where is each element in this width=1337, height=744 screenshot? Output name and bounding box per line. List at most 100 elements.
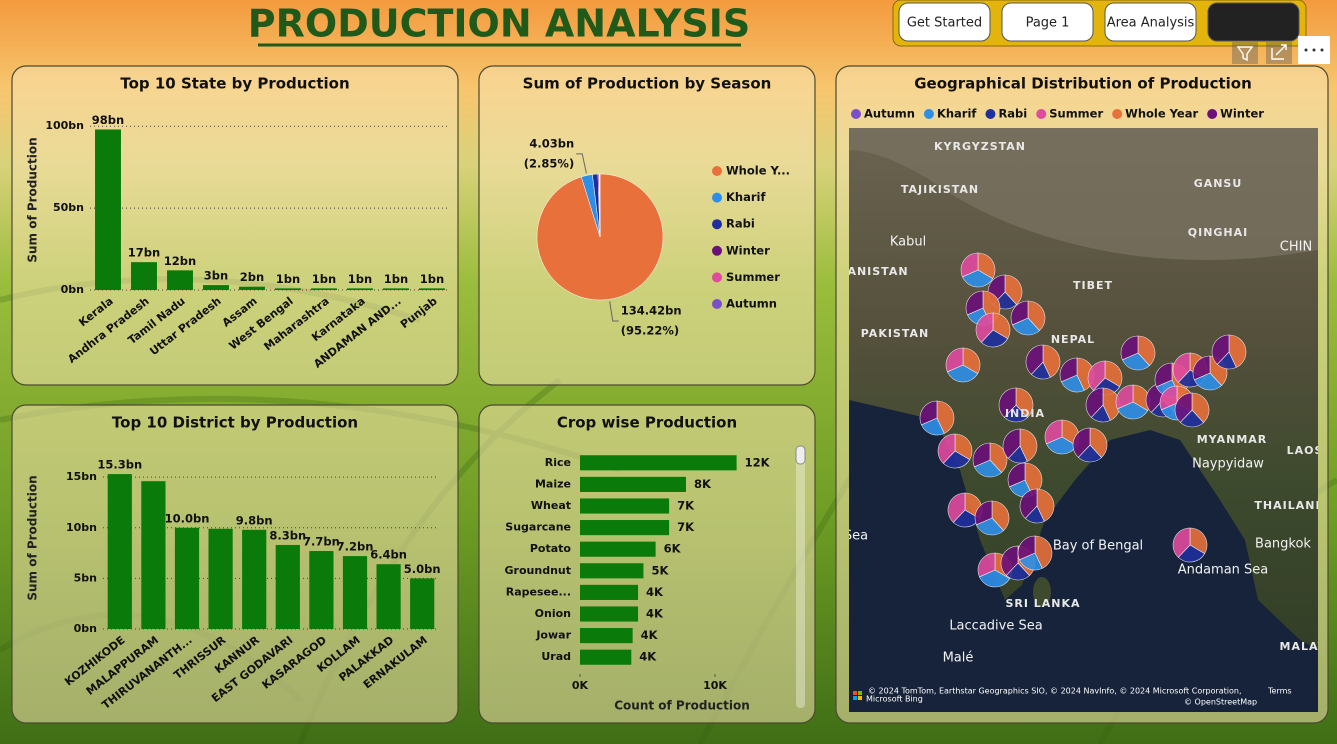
data-label: 4K: [646, 585, 664, 599]
map-pie-slice: [1211, 334, 1230, 365]
legend-label: Kharif: [937, 107, 977, 121]
legend-marker: [712, 299, 722, 309]
legend-marker: [923, 109, 934, 119]
data-label: 1bn: [312, 272, 336, 286]
nav-buttons: Get Started Page 1 Area Analysis Production…: [898, 2, 1300, 42]
y-tick-label: 15bn: [66, 470, 97, 483]
y-tick-label: Rapesee...: [506, 585, 571, 598]
map-label: Naypyidaw: [1192, 457, 1264, 472]
legend-label: Autumn: [864, 107, 915, 121]
map-pie-slice: [979, 569, 1011, 588]
map-pie-slice: [1177, 544, 1206, 563]
map-pie-slice: [1002, 428, 1021, 459]
legend-label: Winter: [1220, 107, 1264, 121]
bing-logo: [853, 691, 857, 695]
bar: [580, 498, 670, 514]
map-pie-slice: [1010, 300, 1029, 326]
legend-marker: [851, 109, 861, 119]
map-pie-slice: [975, 312, 994, 343]
legend-label: Summer: [726, 270, 780, 284]
bar: [419, 288, 445, 290]
bar: [580, 520, 670, 536]
map-pie-slice: [1154, 362, 1173, 388]
data-label: 15.3bn: [97, 458, 142, 472]
bar: [275, 288, 301, 290]
visual-icons: [1232, 36, 1330, 64]
nav-button[interactable]: [1207, 2, 1300, 42]
legend-marker: [712, 272, 722, 283]
legend-marker: [985, 109, 996, 119]
nav-button[interactable]: [898, 2, 991, 42]
bar: [342, 556, 368, 629]
map-attribution: © 2024 TomTom, Earthstar Geographics SIO…: [868, 687, 1242, 696]
bar: [580, 628, 633, 644]
data-label: (2.85%): [524, 156, 574, 170]
map-pie-slice: [980, 329, 1009, 348]
map-pie-slice: [998, 387, 1017, 418]
map-pie-slice: [1192, 355, 1211, 381]
map-label: Malé: [943, 651, 974, 666]
map-label: Sea: [844, 529, 868, 544]
map-pie-slice: [972, 442, 991, 468]
nav-button-label[interactable]: Page 1: [1026, 16, 1070, 31]
map-pie-slice: [976, 517, 1004, 536]
y-tick-label: Onion: [535, 607, 571, 620]
data-label: 8.3bn: [269, 528, 306, 542]
map-label: MYANMAR: [1197, 433, 1268, 446]
legend-marker: [1207, 109, 1218, 119]
map-pie-slice: [1122, 352, 1150, 371]
map-pie-slice: [1228, 334, 1247, 368]
bar: [383, 288, 409, 290]
data-label: 17bn: [128, 246, 160, 260]
y-axis-label: Sum of Production: [26, 475, 40, 600]
map-osm[interactable]: © OpenStreetMap: [1184, 698, 1257, 707]
map-pie-slice: [962, 269, 994, 288]
scroll-thumb[interactable]: [795, 445, 806, 465]
map-pie-slice: [1072, 427, 1091, 458]
map-pie-slice: [1159, 385, 1178, 411]
bar: [580, 476, 686, 492]
map-pie-slice: [945, 347, 964, 373]
map-pie-slice: [960, 252, 979, 278]
data-label: 5K: [651, 563, 669, 577]
nav-button-label[interactable]: Production...: [1213, 16, 1295, 31]
map-pie-slice: [1172, 527, 1191, 558]
map-pie-slice: [1012, 317, 1040, 336]
page-title: PRODUCTION ANALYSIS: [248, 2, 750, 46]
y-tick-label: 50bn: [53, 201, 84, 214]
bar: [580, 606, 639, 622]
data-label: (95.22%): [621, 324, 679, 338]
map-label: Kabul: [890, 235, 926, 250]
data-label: 12K: [745, 455, 771, 469]
map-highland: [849, 128, 1318, 260]
map-label: SRI LANKA: [1005, 597, 1080, 610]
nav-button[interactable]: [1001, 2, 1094, 42]
map-pie-slice: [1087, 360, 1106, 391]
data-label: 7K: [677, 520, 695, 534]
bar: [141, 481, 166, 629]
map-pie-slice: [1019, 488, 1038, 519]
data-label: 98bn: [92, 113, 124, 127]
y-tick-label: Groundnut: [505, 564, 571, 577]
nav-button[interactable]: [1104, 2, 1197, 42]
data-label: 4.03bn: [529, 136, 574, 150]
scrollbar[interactable]: [796, 446, 805, 708]
map-label: GANSU: [1194, 177, 1243, 190]
panel: [11, 65, 459, 386]
map-pie-slice: [1007, 462, 1026, 488]
bing-logo: [858, 691, 862, 695]
bar: [580, 541, 656, 557]
y-tick-label: Potato: [530, 542, 572, 555]
map-terms[interactable]: Terms: [1267, 687, 1292, 696]
nav-bar: [892, 0, 1307, 47]
bar: [311, 288, 337, 290]
map-label: PAKISTAN: [861, 327, 929, 340]
data-label: 1bn: [420, 272, 444, 286]
map-label: TIBET: [1073, 279, 1113, 292]
map-pie-slice: [965, 290, 984, 316]
data-label: 3bn: [204, 269, 228, 283]
map-label: TAJIKISTAN: [901, 183, 979, 196]
nav-button-label[interactable]: Get Started: [907, 16, 982, 31]
nav-button-label[interactable]: Area Analysis: [1107, 16, 1195, 31]
bar: [580, 563, 644, 579]
